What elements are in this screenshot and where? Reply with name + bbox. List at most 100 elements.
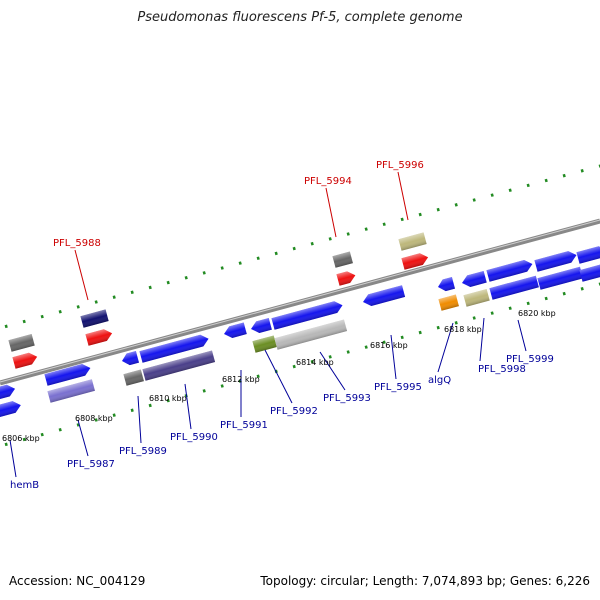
gene-label[interactable]: PFL_5992 bbox=[270, 406, 318, 417]
lower-scale-dot bbox=[4, 442, 8, 447]
gene-pfl-5987[interactable] bbox=[44, 362, 92, 386]
genome-backbone bbox=[0, 218, 600, 386]
lower-scale-dot bbox=[328, 355, 332, 359]
gene-label[interactable]: PFL_5998 bbox=[478, 364, 526, 375]
upper-scale-dot bbox=[220, 266, 224, 270]
gene-pfl-5995[interactable] bbox=[361, 285, 406, 308]
accession-text: Accession: NC_004129 bbox=[9, 574, 146, 588]
gene-pfl-5990-top[interactable] bbox=[139, 333, 210, 363]
gene-label[interactable]: PFL_5994 bbox=[304, 176, 352, 187]
gene-pfl-5988-neighbour-shade bbox=[80, 309, 109, 328]
gene-pfl-5994-shade bbox=[336, 271, 356, 286]
gene-algq-top[interactable] bbox=[436, 277, 456, 293]
scale-tick-label: 6816 kbp bbox=[370, 341, 408, 350]
gene-pfl-5998-shade bbox=[463, 288, 490, 307]
lower-scale-dot bbox=[40, 432, 44, 437]
gene-pfl-5991[interactable] bbox=[222, 322, 247, 339]
lower-scale-dot bbox=[580, 287, 584, 291]
gene-hemb[interactable] bbox=[0, 383, 17, 402]
gene-pfl-5999-top[interactable] bbox=[486, 258, 534, 282]
gene-pfl-5990-top-shade bbox=[139, 334, 209, 363]
gene-pfl-5989[interactable] bbox=[123, 369, 144, 386]
gene-pfl-5992[interactable] bbox=[249, 317, 272, 335]
upper-scale-dot bbox=[382, 222, 386, 227]
lower-scale-dot bbox=[346, 350, 350, 354]
gene-label[interactable]: PFL_5987 bbox=[67, 459, 115, 470]
upper-scale-dot bbox=[400, 217, 404, 222]
leader-layer bbox=[9, 171, 527, 478]
gene-algq[interactable] bbox=[438, 294, 459, 311]
map-title: Pseudomonas fluorescens Pf-5, complete g… bbox=[137, 10, 463, 25]
gene-pfl-5989-shade bbox=[123, 369, 144, 386]
gene-pfl-5990-shade bbox=[142, 350, 216, 381]
label-leader-line bbox=[74, 249, 89, 301]
gene-hemb-shade bbox=[0, 384, 16, 402]
gene-pfl-5999-shade bbox=[489, 275, 539, 300]
gene-pfl-5988[interactable] bbox=[85, 327, 113, 346]
gene-pfl-5993-top[interactable] bbox=[271, 299, 344, 330]
gene-pfl-5994[interactable] bbox=[336, 270, 357, 286]
gene-label[interactable]: PFL_5993 bbox=[323, 393, 371, 404]
gene-pfl-5994-neighbour-shade bbox=[332, 251, 353, 268]
lower-scale-dot bbox=[130, 408, 134, 413]
gene-pfl-6000-top-shade bbox=[534, 251, 577, 272]
gene-pfl-5995-shade bbox=[363, 285, 406, 306]
upper-scale-dot bbox=[454, 203, 458, 207]
gene-label[interactable]: algQ bbox=[428, 375, 451, 386]
gene-pfl-6000-shade bbox=[537, 266, 584, 290]
scale-tick-label: 6810 kbp bbox=[149, 394, 187, 403]
gene-pfl-6001-top[interactable] bbox=[576, 244, 600, 264]
lower-scale-dot bbox=[256, 374, 260, 379]
gene-pfl-5998-top[interactable] bbox=[460, 270, 487, 289]
gene-label[interactable]: PFL_5991 bbox=[220, 420, 268, 431]
upper-scale-dot bbox=[418, 212, 422, 217]
gene-label[interactable]: PFL_5989 bbox=[119, 446, 167, 457]
gene-pfl-5988-neighbour[interactable] bbox=[80, 309, 109, 328]
gene-label[interactable]: PFL_5990 bbox=[170, 432, 218, 443]
gene-pfl-5990[interactable] bbox=[142, 350, 216, 381]
gene-label[interactable]: PFL_5996 bbox=[376, 160, 424, 171]
gene-pfl-5998[interactable] bbox=[463, 288, 490, 307]
upper-scale-dot bbox=[202, 271, 206, 275]
gene-pfl-5996-neighbour-shade bbox=[398, 232, 427, 251]
gene-pfl-5993[interactable] bbox=[274, 319, 348, 350]
upper-scale-dot bbox=[238, 261, 242, 265]
upper-scale-dot bbox=[544, 178, 548, 183]
label-leader-line bbox=[137, 395, 142, 444]
lower-scale-dot bbox=[292, 364, 296, 369]
gene-label[interactable]: PFL_5995 bbox=[374, 382, 422, 393]
lower-scale-dot bbox=[526, 301, 530, 306]
feature-layer bbox=[0, 232, 600, 420]
gene-pfl-5987-neighbour[interactable] bbox=[47, 379, 95, 403]
gene-pfl-5993-top-shade bbox=[271, 301, 343, 330]
gene-pfl-5996[interactable] bbox=[401, 251, 429, 270]
gene-pfl-5996-neighbour[interactable] bbox=[398, 232, 427, 251]
upper-scale-dot bbox=[130, 290, 134, 295]
upper-scale-dot bbox=[4, 324, 8, 329]
gene-pfl-5986[interactable] bbox=[8, 333, 35, 352]
genome-summary-text: Topology: circular; Length: 7,074,893 bp… bbox=[260, 574, 590, 588]
upper-scale-dot bbox=[562, 173, 566, 178]
gene-label[interactable]: PFL_5988 bbox=[53, 238, 101, 249]
gene-small-left[interactable] bbox=[120, 351, 140, 367]
scale-tick-label: 6818 kbp bbox=[444, 325, 482, 334]
gene-pfl-5999[interactable] bbox=[489, 275, 539, 300]
upper-scale-dot bbox=[364, 227, 368, 231]
gene-red-left[interactable] bbox=[12, 351, 38, 369]
gene-pfl-5994-neighbour[interactable] bbox=[332, 251, 353, 268]
gene-pfl-6000-top[interactable] bbox=[534, 249, 578, 272]
gene-pfl-6000[interactable] bbox=[537, 266, 584, 290]
gene-label[interactable]: hemB bbox=[10, 480, 39, 491]
gene-pfl-5986-shade bbox=[8, 333, 35, 352]
gene-pfl-6001-shade bbox=[579, 262, 600, 282]
gene-pfl-5992-neighbour[interactable] bbox=[252, 335, 277, 353]
lower-scale-dot bbox=[202, 389, 206, 393]
gene-label[interactable]: PFL_5999 bbox=[506, 354, 554, 365]
gene-algq-shade bbox=[438, 294, 459, 311]
lower-scale-dot bbox=[598, 282, 600, 286]
gene-small-left-shade bbox=[122, 351, 140, 366]
lower-scale-dot bbox=[310, 359, 314, 364]
gene-hemb-upper[interactable] bbox=[0, 399, 22, 420]
gene-pfl-6001[interactable] bbox=[579, 262, 600, 282]
